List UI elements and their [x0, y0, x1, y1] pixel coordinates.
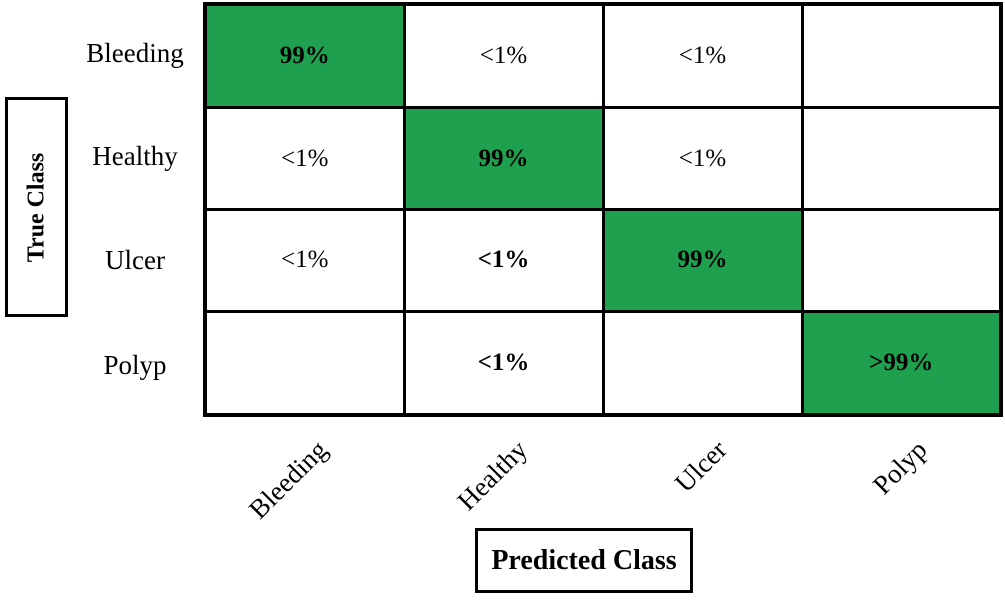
row-label-healthy: Healthy	[92, 141, 178, 171]
matrix-cell-healthy-ulcer: <1%	[601, 106, 804, 211]
matrix-cell-ulcer-bleeding: <1%	[203, 207, 406, 313]
matrix-cell-healthy-polyp	[800, 106, 1003, 211]
col-label-polyp: Polyp	[866, 434, 933, 501]
matrix-cell-bleeding-ulcer: <1%	[601, 2, 804, 110]
col-label-ulcer: Ulcer	[668, 434, 733, 499]
matrix-cell-bleeding-bleeding: 99%	[203, 2, 406, 110]
matrix-cell-healthy-healthy: 99%	[402, 106, 605, 211]
matrix-row-bleeding: 99% <1% <1%	[203, 2, 1003, 110]
matrix-cell-ulcer-polyp	[800, 207, 1003, 313]
row-label-bleeding: Bleeding	[86, 38, 184, 68]
matrix-cell-polyp-polyp: >99%	[800, 309, 1003, 417]
confusion-matrix-table: 99% <1% <1% <1% 99% <1% <1% <1% 99% <1% …	[203, 2, 1003, 417]
matrix-row-healthy: <1% 99% <1%	[203, 106, 1003, 211]
matrix-cell-polyp-ulcer	[601, 309, 804, 417]
matrix-cell-polyp-bleeding	[203, 309, 406, 417]
row-label-polyp: Polyp	[103, 349, 167, 380]
matrix-cell-bleeding-polyp	[800, 2, 1003, 110]
matrix-cell-ulcer-healthy: <1%	[402, 207, 605, 313]
col-label-healthy: Healthy	[450, 434, 533, 517]
col-label-bleeding: Bleeding	[242, 434, 333, 525]
x-axis-title: Predicted Class	[491, 544, 677, 576]
matrix-row-polyp: <1% >99%	[203, 309, 1003, 417]
matrix-cell-polyp-healthy: <1%	[402, 309, 605, 417]
row-label-ulcer: Ulcer	[105, 245, 165, 275]
x-axis-title-box: Predicted Class	[475, 528, 693, 593]
y-axis-title-box: True Class	[5, 97, 68, 317]
matrix-row-ulcer: <1% <1% 99%	[203, 207, 1003, 313]
matrix-cell-ulcer-ulcer: 99%	[601, 207, 804, 313]
matrix-cell-healthy-bleeding: <1%	[203, 106, 406, 211]
matrix-cell-bleeding-healthy: <1%	[402, 2, 605, 110]
